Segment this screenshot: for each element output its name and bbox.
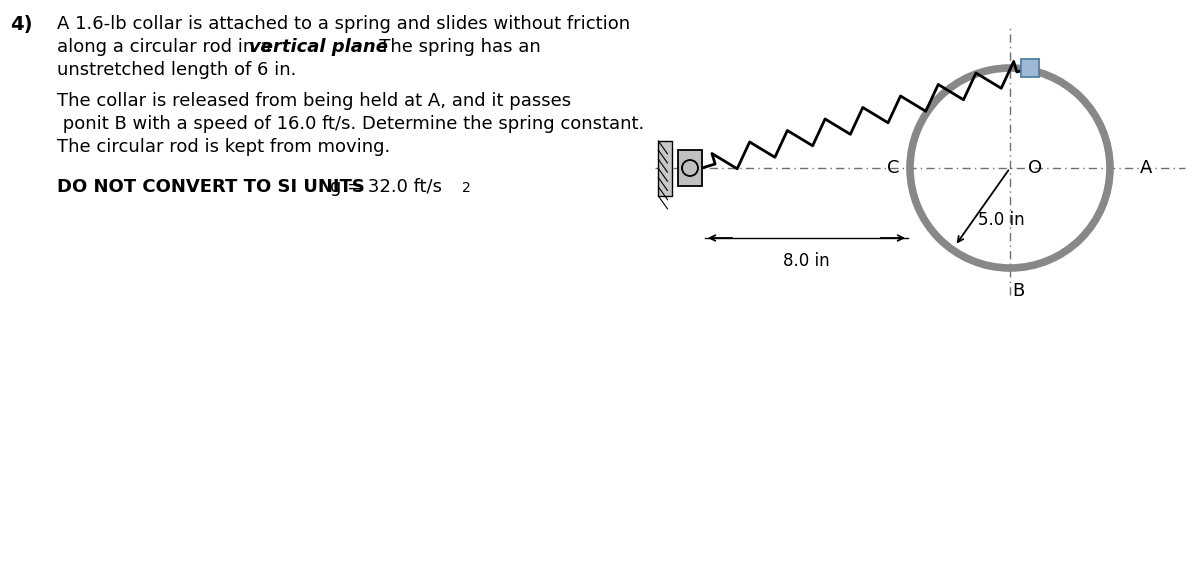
Text: .  The spring has an: . The spring has an (362, 38, 541, 56)
Text: C: C (888, 159, 900, 177)
Bar (658, 141, 672, 195)
Text: 8.0 in: 8.0 in (782, 252, 829, 270)
Text: vertical plane: vertical plane (250, 38, 388, 56)
Text: unstretched length of 6 in.: unstretched length of 6 in. (58, 61, 296, 79)
Text: 4): 4) (10, 15, 32, 34)
Text: 5.0 in: 5.0 in (978, 211, 1025, 229)
Text: g = 32.0 ft/s: g = 32.0 ft/s (330, 178, 442, 196)
Text: The circular rod is kept from moving.: The circular rod is kept from moving. (58, 138, 390, 156)
Text: A 1.6-lb collar is attached to a spring and slides without friction: A 1.6-lb collar is attached to a spring … (58, 15, 630, 33)
Text: 2: 2 (462, 181, 470, 195)
Text: The collar is released from being held at A, and it passes: The collar is released from being held a… (58, 92, 571, 110)
Bar (678, 150, 702, 186)
Text: A: A (1140, 159, 1152, 177)
Text: O: O (1028, 159, 1042, 177)
Text: along a circular rod in a: along a circular rod in a (58, 38, 277, 56)
Text: B: B (1012, 282, 1024, 300)
Text: ponit B with a speed of 16.0 ft/s. Determine the spring constant.: ponit B with a speed of 16.0 ft/s. Deter… (58, 115, 644, 133)
Text: DO NOT CONVERT TO SI UNITS: DO NOT CONVERT TO SI UNITS (58, 178, 365, 196)
